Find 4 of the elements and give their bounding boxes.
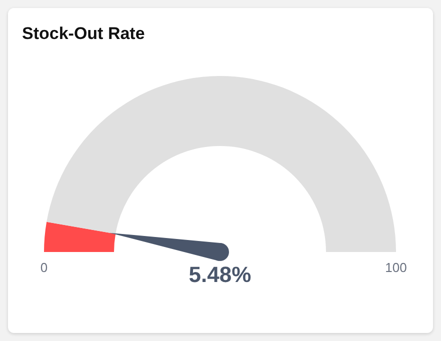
chart-title: Stock-Out Rate	[22, 24, 145, 44]
text: 100	[384, 260, 408, 275]
text: 5.48%	[188, 262, 252, 288]
text: 0	[39, 260, 49, 275]
